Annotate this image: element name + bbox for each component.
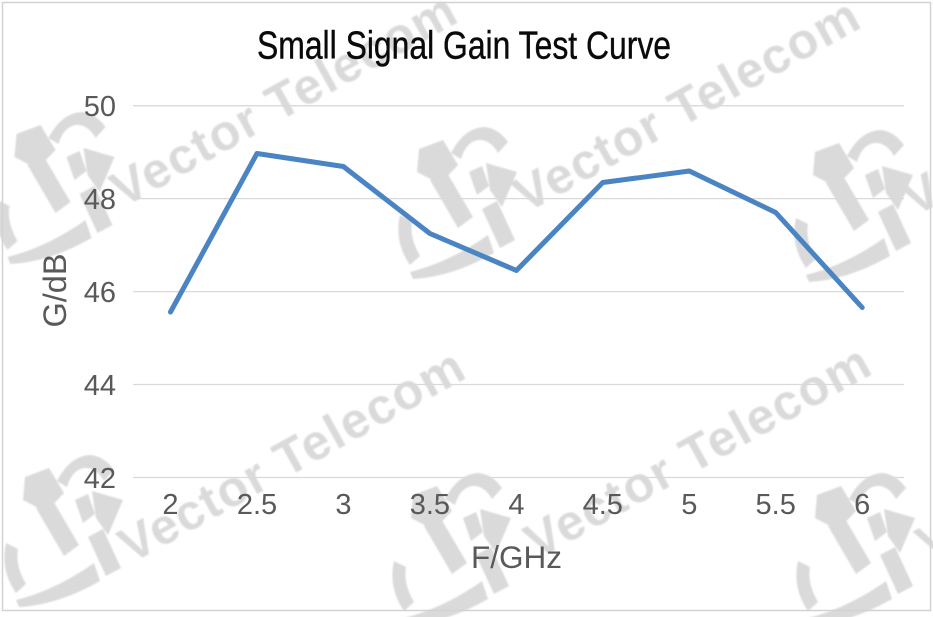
svg-text:Small Signal Gain Test Curve: Small Signal Gain Test Curve — [257, 25, 671, 68]
svg-text:2.5: 2.5 — [237, 489, 277, 521]
svg-text:3.5: 3.5 — [410, 489, 450, 521]
svg-text:6: 6 — [854, 489, 870, 521]
svg-text:F/GHz: F/GHz — [471, 539, 562, 575]
svg-text:44: 44 — [84, 370, 116, 402]
svg-text:50: 50 — [84, 91, 116, 123]
svg-text:46: 46 — [84, 277, 116, 309]
svg-text:G/dB: G/dB — [37, 253, 73, 327]
svg-text:4.5: 4.5 — [583, 489, 623, 521]
svg-text:5.5: 5.5 — [756, 489, 796, 521]
svg-text:3: 3 — [335, 489, 351, 521]
svg-text:5: 5 — [681, 489, 697, 521]
svg-text:4: 4 — [508, 489, 524, 521]
svg-text:2: 2 — [162, 489, 178, 521]
svg-text:42: 42 — [84, 463, 116, 495]
svg-text:48: 48 — [84, 184, 116, 216]
